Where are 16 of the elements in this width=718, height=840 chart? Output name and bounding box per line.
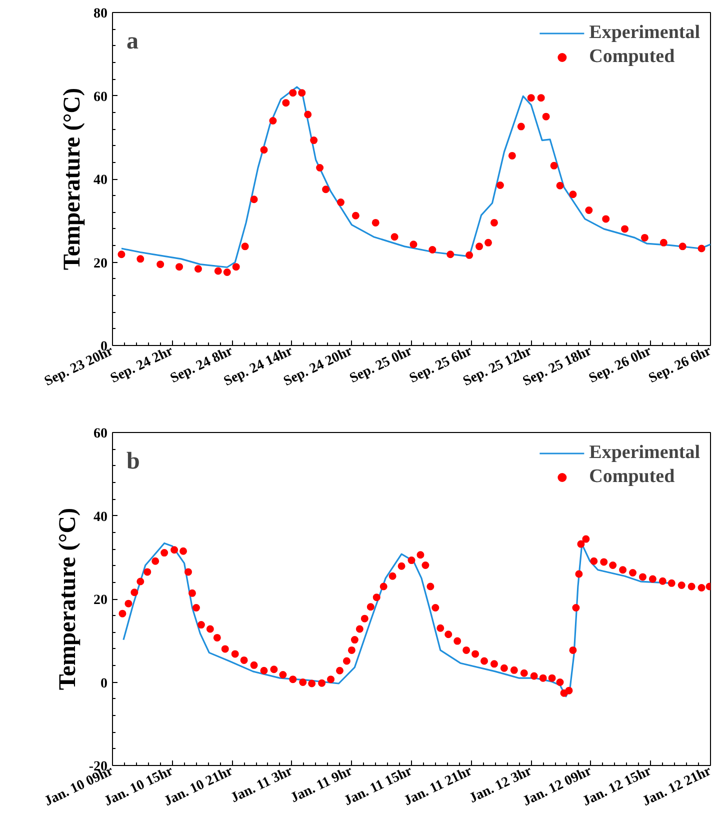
legend-label: Experimental [589,442,700,464]
legend-label: Computed [589,466,675,488]
y-axis-title: Temperature (°C) [54,508,81,690]
y-axis-title: Temperature (°C) [60,88,86,270]
text: b [126,448,140,474]
y-tick-label: 20 [94,593,108,608]
y-tick-label: 40 [94,510,108,525]
legend-label: Experimental [589,22,700,44]
y-tick-label: 60 [94,90,108,105]
legend-label: Computed [589,46,675,68]
y-tick-label: 80 [94,6,108,22]
y-tick-label: 40 [94,173,108,188]
y-tick-label: 0 [100,676,108,692]
text: a [126,28,138,54]
y-tick-label: 20 [94,256,108,272]
y-tick-label: 60 [94,426,108,442]
